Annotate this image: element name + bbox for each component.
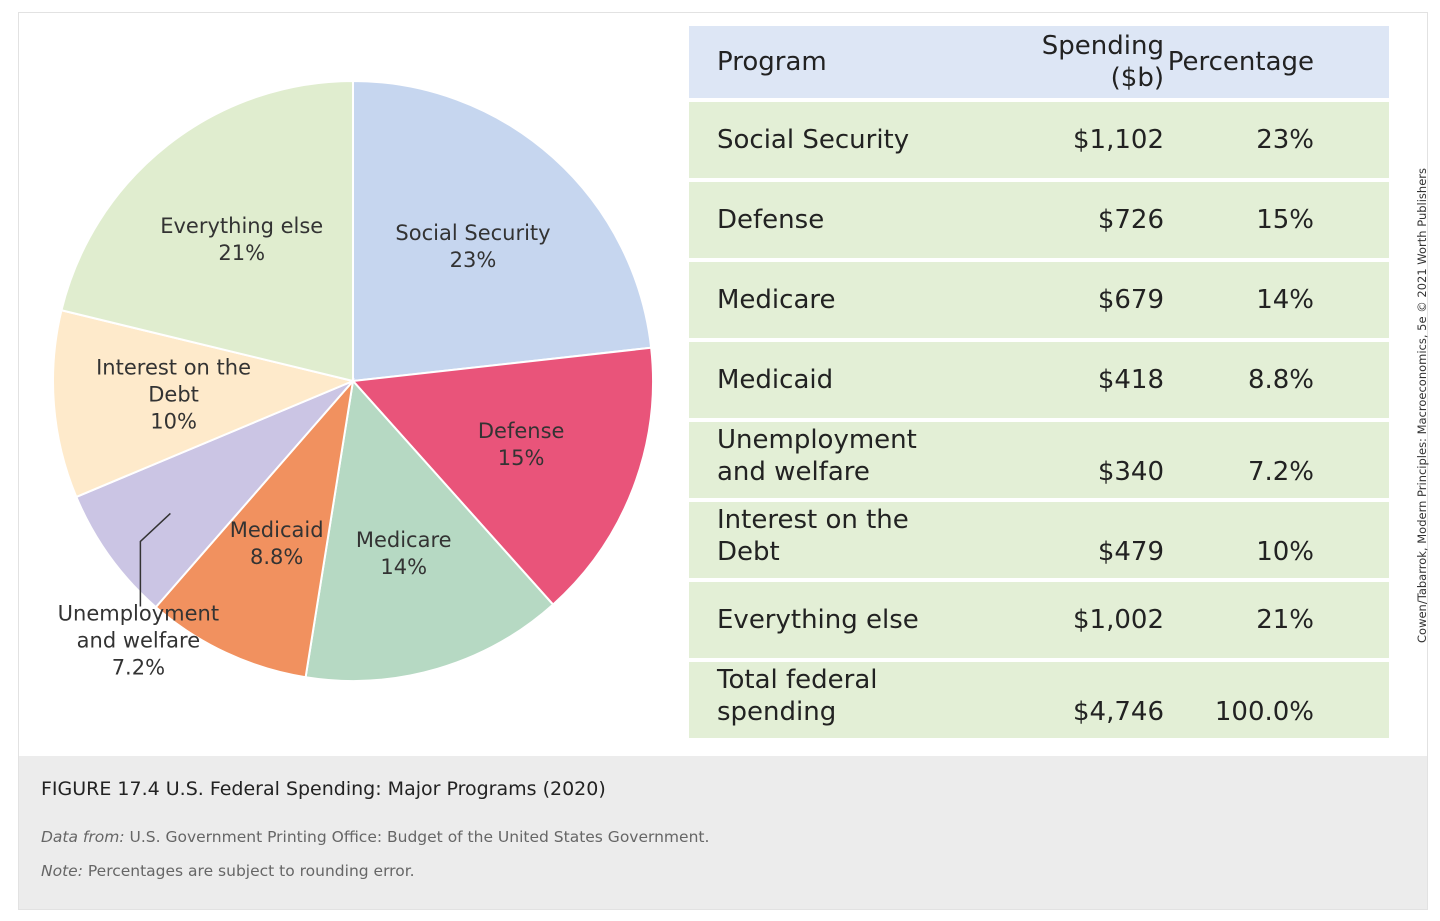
table-cell: 15% (1256, 205, 1314, 235)
pie-slice (350, 346, 654, 606)
slice-category: Defense (477, 419, 565, 444)
table-cell: Total federal spending (717, 665, 878, 727)
slice-category: Social Security (395, 220, 551, 245)
slice-value: 14% (380, 554, 428, 579)
caption-source: Data from: U.S. Government Printing Offi… (41, 828, 709, 846)
table: Program Spending ($b) Percentage Social Sec… (689, 26, 1389, 742)
slice-value: 7.2% (111, 655, 166, 680)
slice-label: Social Security 23% (395, 220, 550, 274)
table-cell: 14% (1256, 285, 1314, 315)
slice-label: Defense 15% (478, 418, 565, 472)
table-cell: $1,002 (1073, 605, 1164, 635)
table-cell: 8.8% (1247, 365, 1314, 395)
table-row: Total federal spending $4,746 100.0% (689, 662, 1389, 738)
table-cell: $679 (1097, 285, 1164, 315)
table-row: Everything else $1,002 21% (689, 582, 1389, 658)
note-label: Note: (41, 862, 83, 880)
table-cell: 100.0% (1214, 697, 1314, 727)
table-row: Medicare $679 14% (689, 262, 1389, 338)
table-row: Defense $726 15% (689, 182, 1389, 258)
header-cell: Percentage (1167, 47, 1314, 77)
table-cell: $418 (1097, 365, 1164, 395)
table-cell: Everything else (717, 605, 919, 635)
pie-slice (52, 309, 357, 499)
table-cell: 7.2% (1247, 457, 1314, 487)
table-cell: Social Security (717, 125, 910, 155)
caption: FIGURE 17.4 U.S. Federal Spending: Major… (19, 756, 1427, 909)
slice-category: Unemployment and welfare (57, 601, 220, 653)
slice-label: Interest on the Debt 10% (79, 355, 269, 436)
table-cell: Defense (717, 205, 825, 235)
table-row: Unemployment and welfare $340 7.2% (689, 422, 1389, 498)
table-cell: Medicare (717, 285, 836, 315)
table-header: Program Spending ($b) Percentage (689, 26, 1389, 98)
header-cell: Spending ($b) (1041, 31, 1164, 93)
pie-slice (352, 79, 653, 383)
slice-category: Interest on the Debt (96, 355, 252, 407)
pie-slice (60, 79, 354, 383)
slice-category: Medicare (355, 527, 452, 552)
slice-category: Medicaid (229, 518, 324, 542)
caption-title: FIGURE 17.4 U.S. Federal Spending: Major… (41, 778, 606, 800)
note-text: Percentages are subject to rounding erro… (87, 862, 415, 880)
header-cell: Program (717, 47, 827, 77)
slice-label: Medicaid 8.8% (230, 517, 324, 571)
pie-slice (74, 380, 354, 609)
pie-chart (52, 79, 654, 682)
slice-value: 8.8% (249, 545, 304, 569)
leader-line (139, 512, 171, 607)
table-cell: Interest on the Debt (717, 505, 909, 567)
table-row: Medicaid $418 8.8% (689, 342, 1389, 418)
slice-value: 23% (449, 247, 497, 272)
table-cell: $1,102 (1073, 125, 1164, 155)
credit: Cowen/Tabarrok, Modern Principles: Macro… (1415, 168, 1429, 643)
source-text: U.S. Government Printing Office: Budget … (129, 828, 710, 846)
table-cell: 10% (1256, 537, 1314, 567)
table-cell: $340 (1097, 457, 1164, 487)
table-cell: 23% (1256, 125, 1314, 155)
figure: Social Security 23% Defense 15% Medicare 14% M… (18, 12, 1429, 910)
caption-note: Note: Percentages are subject to roundin… (41, 862, 415, 880)
table-cell: $4,746 (1073, 697, 1164, 727)
slice-label: Medicare 14% (356, 527, 452, 581)
slice-label: Everything else 21% (160, 213, 323, 267)
pie-slice (154, 377, 355, 679)
table-cell: $726 (1097, 205, 1164, 235)
table-cell: 21% (1256, 605, 1314, 635)
pie-slice (304, 378, 555, 682)
source-label: Data from: (41, 828, 125, 846)
slice-label: Unemployment and welfare 7.2% (43, 601, 233, 682)
slice-value: 10% (150, 409, 197, 434)
table-row: Interest on the Debt $479 10% (689, 502, 1389, 578)
slice-value: 15% (497, 446, 545, 471)
slice-value: 21% (218, 240, 266, 265)
slice-category: Everything else (160, 213, 324, 238)
table-cell: $479 (1097, 537, 1164, 567)
table-cell: Medicaid (717, 365, 834, 395)
table-row: Social Security $1,102 23% (689, 102, 1389, 178)
table-cell: Unemployment and welfare (717, 425, 917, 487)
